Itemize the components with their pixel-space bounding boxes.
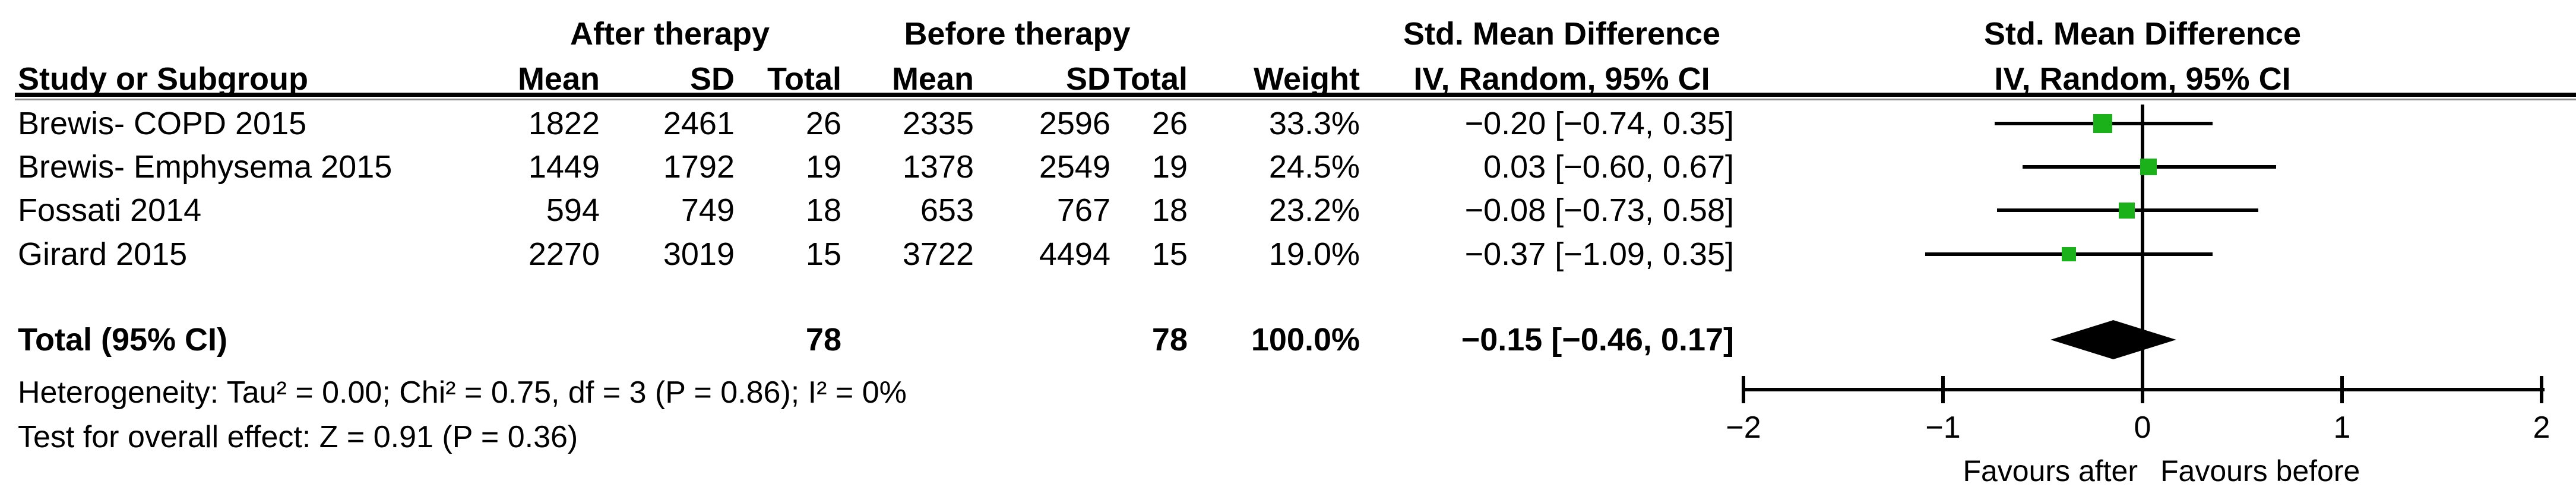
sd2-value: 2596 [1039,106,1110,141]
axis-tick-label: 1 [2333,410,2351,445]
total2-value: 18 [1151,192,1188,228]
ci-text: −0.37 [−1.09, 0.35] [1464,236,1734,272]
study-name: Fossati 2014 [18,192,202,228]
method-header-table: IV, Random, 95% CI [1413,61,1710,97]
mean1-value: 1822 [528,106,600,141]
sd1-column-header: SD [689,61,735,97]
total1-value: 15 [805,236,841,272]
group1-header: After therapy [569,16,770,52]
total2-sum: 78 [1151,322,1188,358]
weight-column-header: Weight [1254,61,1360,97]
sd2-column-header: SD [1065,61,1110,97]
effect-header-plot: Std. Mean Difference [1983,16,2302,52]
favours-right-label: Favours before [2160,454,2360,487]
weight-value: 19.0% [1268,236,1360,272]
total1-value: 19 [805,149,841,185]
study-name: Brewis- COPD 2015 [18,106,307,141]
favours-left-label: Favours after [1963,454,2138,487]
mean1-value: 2270 [528,236,600,272]
sd2-value: 2549 [1039,149,1110,185]
axis-tick-label: −1 [1925,410,1961,445]
sd2-value: 4494 [1039,236,1110,272]
total1-value: 26 [805,106,841,141]
mean2-value: 653 [920,192,974,228]
axis-tick-label: 0 [2134,410,2151,445]
header-rule-gray [15,99,2576,100]
weight-sum: 100.0% [1251,322,1360,358]
weight-value: 33.3% [1268,106,1360,141]
axis-tick-label: 2 [2533,410,2550,445]
ci-text: 0.03 [−0.60, 0.67] [1483,149,1734,185]
weight-value: 23.2% [1268,192,1360,228]
header-rule-black [15,93,2576,97]
sd1-value: 1792 [663,149,735,185]
total2-column-header: Total [1113,61,1188,97]
effect-square [2140,159,2157,175]
mean2-column-header: Mean [891,61,974,97]
method-header-plot: IV, Random, 95% CI [1994,61,2291,97]
axis-tick [1742,376,1745,403]
effect-square [2093,114,2112,133]
group2-header: Before therapy [904,16,1131,52]
mean2-value: 1378 [902,149,974,185]
axis-tick [2141,376,2144,403]
sd2-value: 767 [1056,192,1110,228]
effect-square [2061,247,2076,261]
sd1-value: 2461 [663,106,735,141]
total1-value: 18 [805,192,841,228]
summary-diamond [2050,320,2177,359]
total2-value: 26 [1151,106,1188,141]
weight-value: 24.5% [1268,149,1360,185]
axis-tick [2340,376,2344,403]
mean1-value: 1449 [528,149,600,185]
ci-text: −0.08 [−0.73, 0.58] [1464,192,1734,228]
total-label: Total (95% CI) [18,322,228,358]
axis-tick [1941,376,1945,403]
effect-header-table: Std. Mean Difference [1403,16,1721,52]
total1-column-header: Total [767,61,841,97]
effect-square [2118,202,2135,219]
axis-tick [2540,376,2543,403]
total-ci-text: −0.15 [−0.46, 0.17] [1461,322,1734,358]
sd1-value: 3019 [663,236,735,272]
mean1-column-header: Mean [517,61,600,97]
sd1-value: 749 [681,192,735,228]
axis-tick-label: −2 [1726,410,1761,445]
mean2-value: 2335 [902,106,974,141]
study-column-header: Study or Subgroup [18,61,308,97]
ci-text: −0.20 [−0.74, 0.35] [1464,106,1734,141]
mean2-value: 3722 [902,236,974,272]
total2-value: 19 [1151,149,1188,185]
total2-value: 15 [1151,236,1188,272]
overall-effect-text: Test for overall effect: Z = 0.91 (P = 0… [18,420,578,454]
mean1-value: 594 [546,192,600,228]
study-name: Brewis- Emphysema 2015 [18,149,393,185]
heterogeneity-text: Heterogeneity: Tau² = 0.00; Chi² = 0.75,… [18,375,907,410]
study-name: Girard 2015 [18,236,188,272]
total1-sum: 78 [805,322,841,358]
zero-line [2141,105,2144,390]
